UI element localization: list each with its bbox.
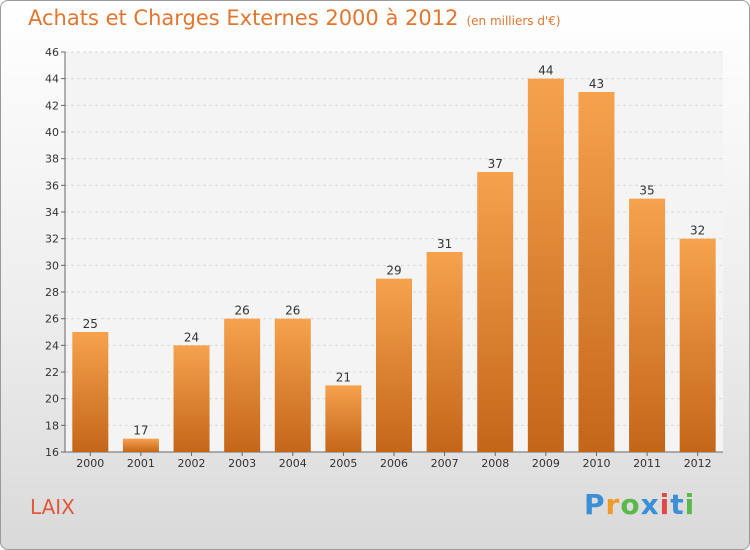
bar-value-label: 26: [285, 304, 300, 318]
bar-value-label: 25: [83, 317, 98, 331]
y-tick-label: 28: [45, 286, 59, 299]
bar: [527, 78, 564, 453]
bar-value-label: 44: [538, 64, 553, 78]
bar-value-label: 24: [184, 330, 199, 344]
y-tick-label: 26: [45, 313, 59, 326]
logo-letter: i: [684, 488, 696, 521]
y-tick-label: 24: [45, 339, 59, 352]
y-tick-label: 16: [45, 446, 59, 459]
chart-title-block: Achats et Charges Externes 2000 à 2012 (e…: [28, 6, 561, 30]
bar: [72, 332, 109, 452]
x-tick-label: 2000: [76, 457, 104, 470]
y-tick-label: 44: [45, 73, 59, 86]
x-tick-label: 2008: [481, 457, 509, 470]
y-tick-label: 32: [45, 233, 59, 246]
y-tick-label: 46: [45, 46, 59, 59]
bar: [477, 172, 514, 452]
x-tick-label: 2012: [684, 457, 712, 470]
x-tick-label: 2009: [532, 457, 560, 470]
logo-letter: t: [670, 488, 685, 521]
bar: [224, 318, 261, 452]
bar: [629, 198, 666, 452]
x-tick-label: 2003: [228, 457, 256, 470]
bar-value-label: 29: [386, 264, 401, 278]
commune-name: LAIX: [30, 495, 75, 519]
bar: [274, 318, 311, 452]
logo-letter: r: [605, 488, 621, 521]
bar: [376, 278, 412, 452]
y-tick-label: 36: [45, 179, 59, 192]
bar-value-label: 35: [639, 184, 654, 198]
y-tick-label: 34: [45, 206, 59, 219]
x-tick-label: 2011: [633, 457, 661, 470]
bar: [122, 438, 159, 452]
bar-value-label: 21: [336, 370, 351, 384]
bar-value-label: 37: [488, 157, 503, 171]
bar: [578, 92, 615, 452]
bar-value-label: 32: [690, 224, 705, 238]
y-tick-label: 38: [45, 153, 59, 166]
chart-title: Achats et Charges Externes 2000 à 2012: [28, 6, 459, 30]
logo-letter: o: [620, 488, 641, 521]
x-tick-label: 2010: [582, 457, 610, 470]
bar: [173, 345, 210, 452]
y-tick-label: 30: [45, 259, 59, 272]
y-tick-label: 40: [45, 126, 59, 139]
y-tick-label: 20: [45, 393, 59, 406]
bar-value-label: 43: [589, 77, 604, 91]
y-tick-label: 42: [45, 99, 59, 112]
y-tick-label: 22: [45, 366, 59, 379]
x-tick-label: 2007: [431, 457, 459, 470]
bar-value-label: 31: [437, 237, 452, 251]
bar-value-label: 26: [235, 304, 250, 318]
x-tick-label: 2004: [279, 457, 307, 470]
x-tick-label: 2001: [127, 457, 155, 470]
proxiti-logo: Proxiti: [584, 488, 695, 521]
logo-letter: x: [640, 488, 660, 521]
y-tick-label: 18: [45, 419, 59, 432]
x-tick-label: 2006: [380, 457, 408, 470]
bar: [679, 238, 716, 452]
bar: [426, 252, 463, 452]
x-tick-label: 2005: [329, 457, 357, 470]
chart-unit: (en milliers d'€): [466, 14, 561, 28]
x-tick-label: 2002: [178, 457, 206, 470]
bar: [325, 385, 362, 452]
logo-letter: i: [659, 488, 671, 521]
logo-letter: P: [584, 488, 606, 521]
bar-value-label: 17: [133, 424, 148, 438]
